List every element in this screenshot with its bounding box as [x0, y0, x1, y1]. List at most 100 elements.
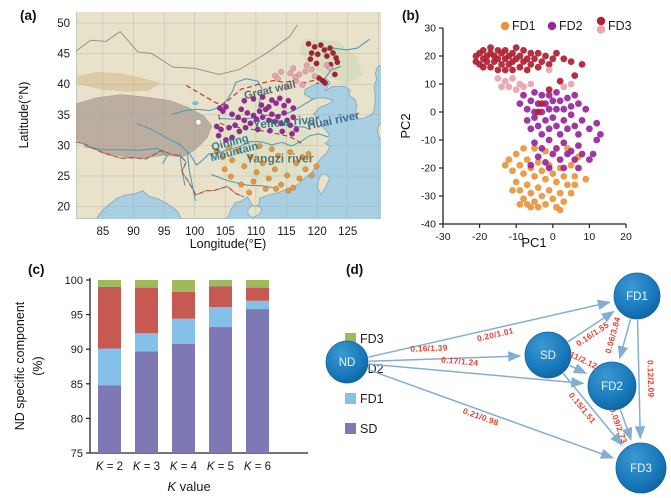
pca-point-fd3 — [534, 63, 542, 71]
pca-point-fd3 — [512, 44, 520, 51]
pca-point-fd2 — [564, 125, 571, 133]
map-site-fd3 — [323, 53, 330, 60]
map-annotation: Yangzi river — [246, 152, 314, 166]
pca-point-fd1 — [531, 198, 538, 206]
bar-segment-fd1 — [246, 300, 269, 310]
pca-point-fd3 — [542, 52, 549, 60]
map-site-fd2 — [235, 114, 242, 121]
network-edge-fd2-fd3 — [619, 409, 633, 441]
map-ylabel: Latitude(°N) — [17, 82, 31, 149]
map-site-fd2 — [236, 128, 243, 135]
map-site-fd1 — [285, 187, 292, 194]
map-lon-tick: 120 — [308, 226, 327, 238]
pca-point-fd1 — [542, 201, 549, 208]
map-site-fd1 — [235, 147, 242, 154]
map-site-fd2 — [232, 122, 239, 129]
pca-point-fd2 — [538, 91, 546, 99]
pca-point-fd2 — [534, 122, 542, 130]
legend-label-fd3: FD3 — [360, 332, 384, 346]
map-lon-tick: 110 — [247, 226, 265, 238]
pca-point-fd1 — [523, 156, 531, 164]
pca-point-fd2 — [571, 122, 579, 130]
bar-axes: 75 80 85 90 95 100 K = 2 K = 3 K = 4 K = 5 K = 6 K … — [65, 275, 308, 494]
map-lat-tick: 50 — [57, 18, 70, 30]
map-site-fd3-pink — [311, 73, 318, 80]
pca-y-ticklabel: -20 — [421, 163, 436, 175]
pca-point-fd3 — [494, 55, 502, 63]
bar-segment-fd1 — [135, 333, 158, 352]
map-site-fd3 — [308, 50, 315, 56]
pca-point-fd1 — [534, 203, 542, 211]
network-edge-nd-fd3 — [367, 368, 615, 459]
pca-point-fd3 — [479, 47, 487, 54]
pca-point-fd2 — [553, 122, 560, 130]
pca-point-fd2 — [516, 100, 524, 107]
map-site-fd3 — [327, 45, 333, 52]
map-river — [179, 153, 186, 186]
map-site-fd1 — [238, 181, 245, 188]
map-site-fd1 — [226, 144, 232, 151]
pca-point-fd1 — [527, 203, 535, 211]
pca-point-fd2 — [575, 100, 582, 107]
pca-point-fd2 — [593, 136, 601, 144]
network-node-fd3 — [615, 442, 667, 494]
map-site-fd3-pink — [275, 75, 281, 82]
pca-point-fd2 — [564, 94, 571, 102]
pca-x-ticklabel: -10 — [509, 231, 524, 243]
pca-point-fd3-pink — [501, 77, 509, 85]
bar-segment-sd — [172, 343, 195, 453]
map-site-fd1 — [273, 185, 280, 192]
pca-y-ticklabel: 10 — [424, 79, 436, 91]
bar-segment-fd2 — [98, 286, 121, 349]
map-site-fd2 — [259, 94, 266, 101]
pca-point-fd3 — [531, 55, 538, 63]
map-site-fd3 — [307, 56, 314, 63]
pca-point-fd2 — [575, 164, 582, 172]
pca-point-fd2 — [553, 145, 560, 152]
map-site-fd2 — [241, 117, 248, 124]
map-site-fd2 — [244, 110, 251, 116]
pca-point-fd3 — [516, 52, 524, 60]
bar-y-ticklabel: 95 — [71, 310, 83, 322]
map-site-fd2 — [265, 117, 272, 124]
pca-point-fd2 — [567, 111, 575, 119]
pca-point-fd3 — [578, 61, 586, 68]
map-site-fd2 — [254, 126, 261, 133]
pca-legend: FD1 FD2 FD3 — [500, 16, 632, 34]
network-edge-nd-sd — [368, 351, 522, 362]
map-site-fd1 — [247, 154, 254, 160]
pca-y-ticklabel: 20 — [424, 51, 436, 63]
legend-swatch-fd3 — [345, 333, 356, 344]
pca-point-fd3 — [556, 77, 564, 85]
pca-point-fd3 — [509, 66, 516, 74]
pca-point-fd2 — [556, 97, 564, 105]
map-site-fd3-pink — [290, 65, 297, 72]
map-site-fd3 — [330, 50, 336, 56]
legend-label-fd1: FD1 — [512, 19, 536, 33]
map-site-fd3-pink — [296, 71, 303, 78]
pca-point-fd2 — [520, 91, 527, 99]
map-site-fd1 — [293, 160, 300, 167]
pca-point-fd2 — [571, 91, 579, 99]
pca-point-fd1 — [509, 167, 516, 175]
pca-point-fd2 — [556, 131, 564, 138]
map-site-fd2 — [219, 108, 226, 115]
map-site-fd2 — [281, 110, 288, 116]
pca-point-fd3-pink — [509, 75, 516, 82]
map-site-fd3-pink — [278, 69, 284, 75]
map-site-fd3-pink — [284, 83, 291, 90]
map-border-north — [76, 24, 298, 75]
network-edge-sd-fd1 — [567, 310, 615, 343]
map-site-fd1 — [265, 175, 272, 182]
pca-points — [472, 44, 604, 214]
map-site-fd2 — [285, 97, 292, 104]
map-site-fd2 — [279, 128, 286, 135]
bar-x-ticklabel: K = 3 — [133, 461, 160, 473]
pca-point-fd2 — [527, 97, 535, 105]
map-site-fd1 — [290, 184, 297, 191]
edge-label-nd-fd2: 0.17/1.24 — [441, 355, 479, 368]
pca-point-fd2 — [564, 150, 571, 158]
map-xlabel: Longitude(°E) — [190, 237, 267, 251]
bar-ylabel-line2: (%) — [31, 356, 45, 375]
